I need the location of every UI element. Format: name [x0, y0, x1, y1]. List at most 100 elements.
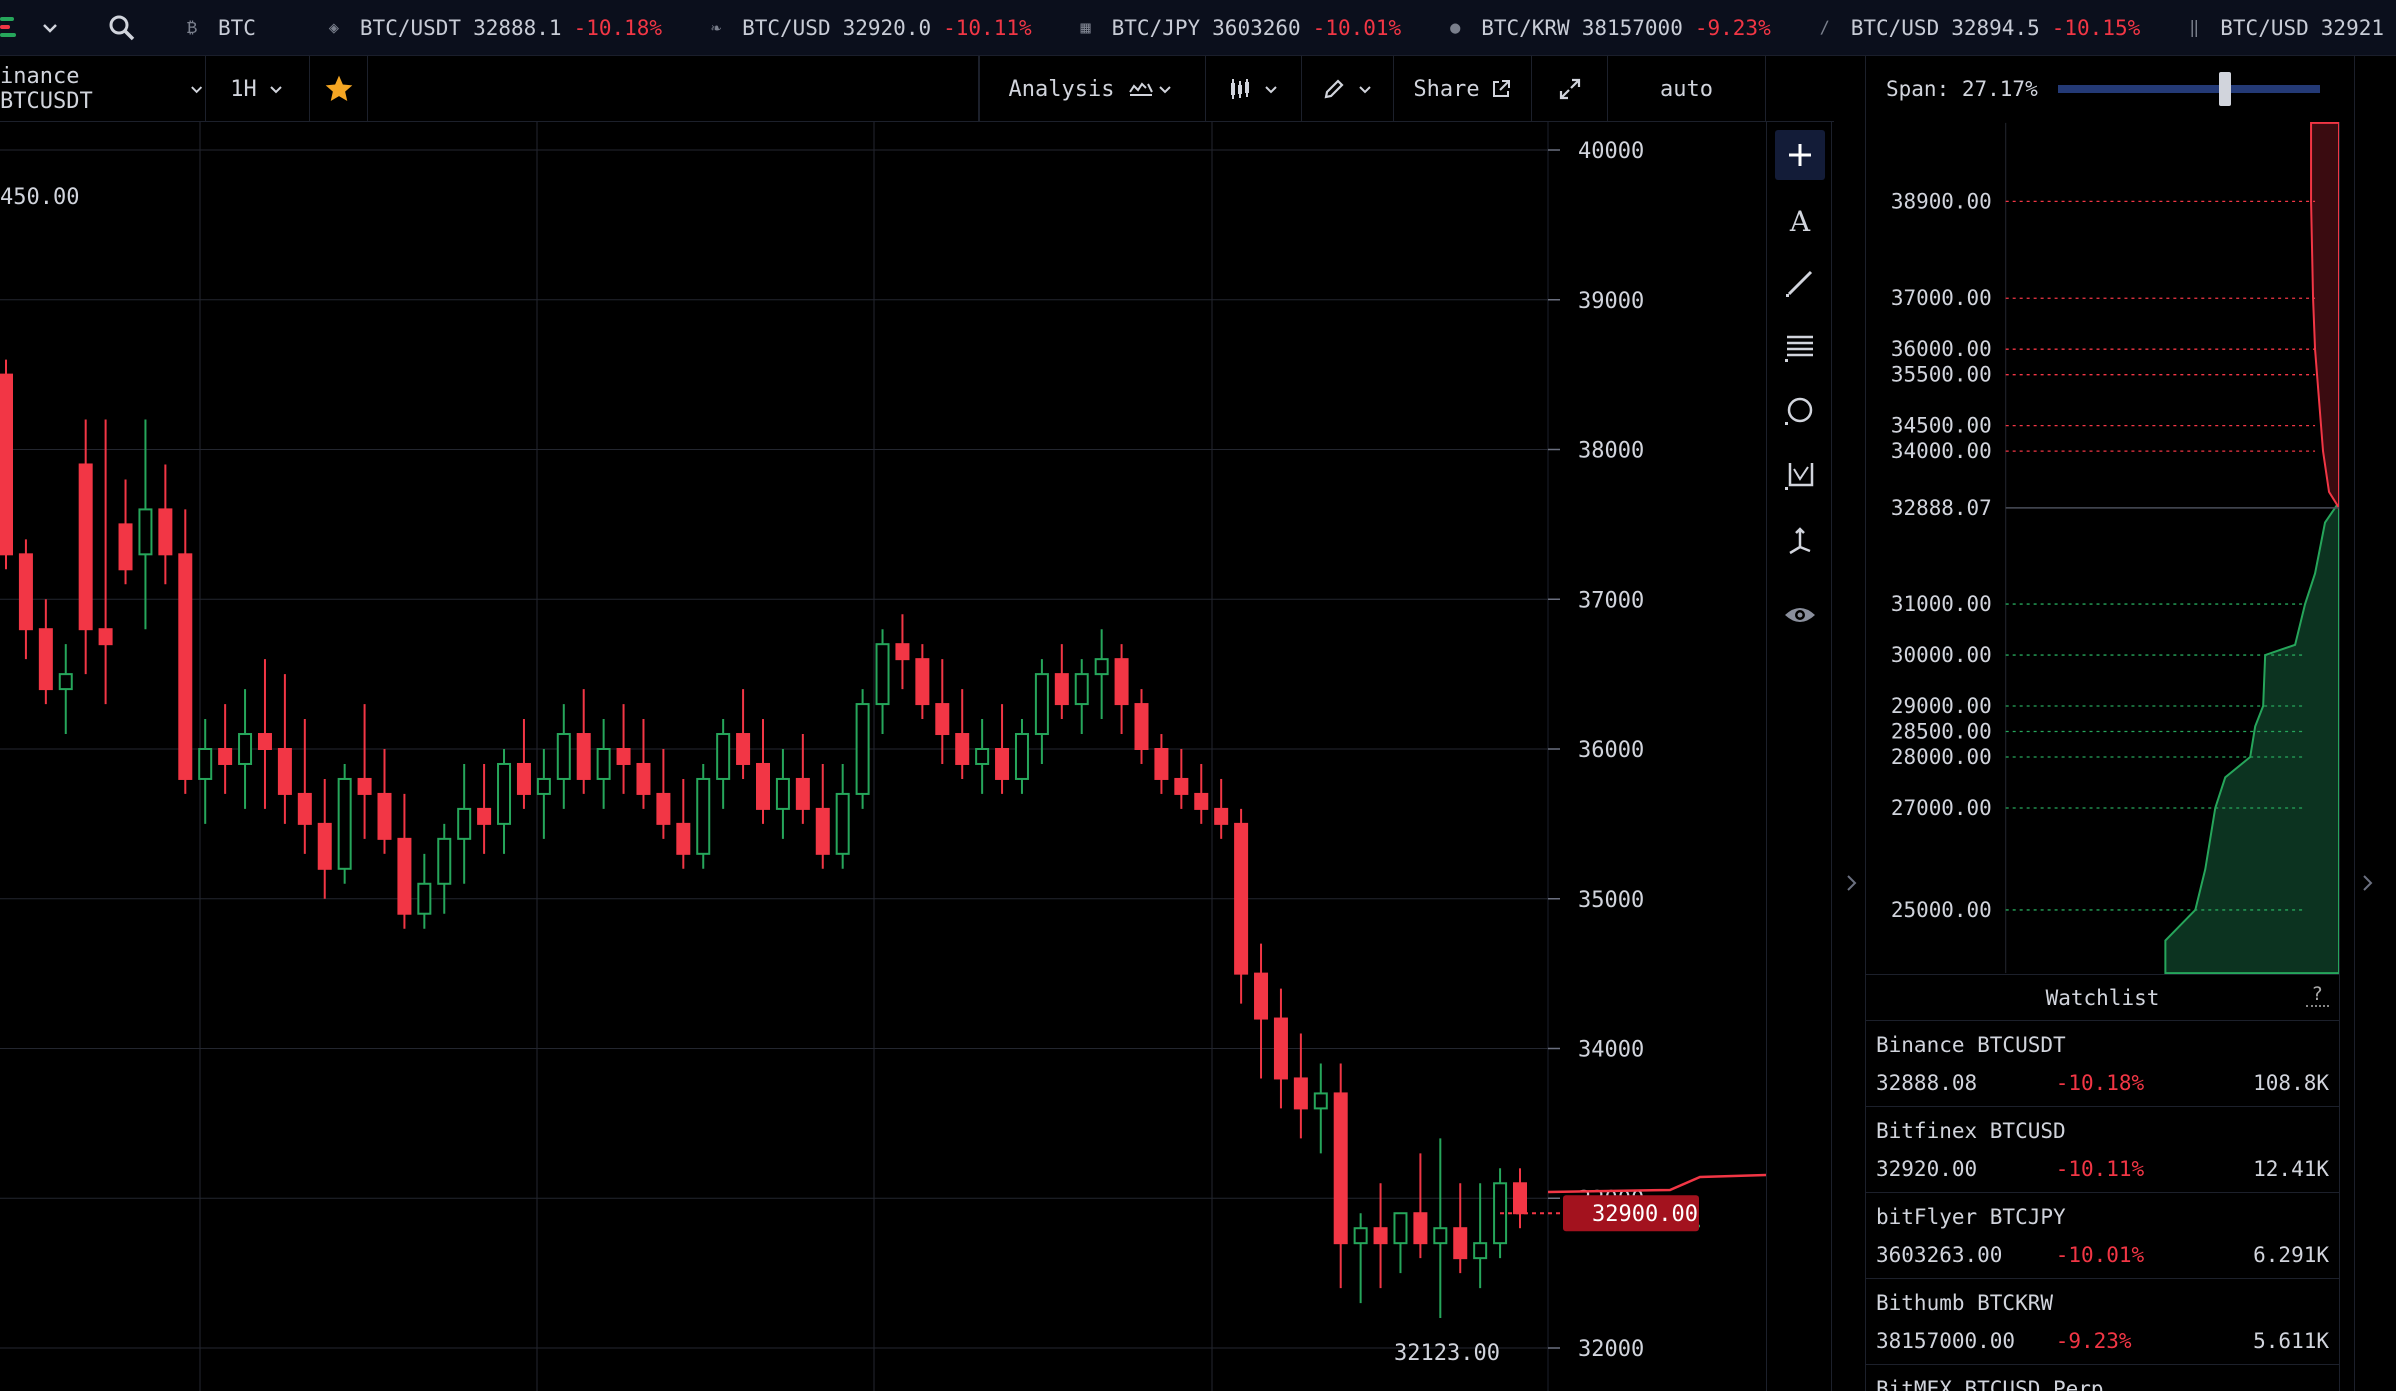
candle — [138, 419, 153, 630]
chart-type-button[interactable] — [1206, 56, 1302, 122]
fib-levels-tool[interactable] — [1775, 322, 1825, 372]
watchlist: Watchlist ? Binance BTCUSDT 32888.08 -10… — [1866, 974, 2340, 1391]
indicators-icon — [1129, 82, 1154, 96]
bitmex-icon: ∕ — [1819, 17, 1830, 38]
chevron-down-icon — [1358, 86, 1371, 94]
star-icon — [325, 75, 352, 101]
ticker-item[interactable]: ∕ BTC/USD 32894.5 -10.15% — [1815, 16, 2141, 40]
share-button[interactable]: Share — [1394, 56, 1532, 122]
watchlist-row[interactable]: bitFlyer BTCJPY 3603263.00 -10.01% 6.291… — [1866, 1193, 2339, 1279]
watchlist-row[interactable]: BitMEX BTCUSD Perp — [1866, 1365, 2339, 1391]
watchlist-market: Bithumb BTCKRW — [1876, 1291, 2054, 1315]
market-selector[interactable]: inance BTCUSDT — [0, 56, 206, 122]
candle-body — [1054, 673, 1069, 706]
watchlist-change: -10.11% — [2055, 1157, 2145, 1181]
y-tick-label: 40000 — [1578, 139, 1644, 164]
candle — [775, 749, 790, 839]
visibility-toggle[interactable] — [1775, 590, 1825, 640]
collapse-chevron-icon[interactable] — [1842, 868, 1862, 898]
search-icon[interactable] — [106, 12, 138, 44]
candle-body — [297, 792, 312, 825]
low-price-label: 32123.00 — [1394, 1341, 1500, 1366]
move-arrows-icon — [1789, 527, 1811, 555]
interval-selector[interactable]: 1H — [206, 56, 310, 122]
candle-body — [1194, 792, 1209, 810]
candle-body — [975, 748, 990, 765]
candle — [1373, 1183, 1388, 1289]
watchlist-row[interactable]: Binance BTCUSDT 32888.08 -10.18% 108.8K — [1866, 1021, 2339, 1107]
menu-chevron-down-icon[interactable] — [38, 16, 62, 40]
candle — [477, 763, 492, 854]
candle — [1114, 644, 1129, 735]
candle-body — [995, 748, 1010, 780]
drawing-tools-button[interactable] — [1302, 56, 1394, 122]
candle — [0, 359, 13, 570]
external-link-icon — [1492, 80, 1510, 97]
ticker-symbol: BTC/USDT — [359, 15, 462, 40]
app-logo-icon[interactable] — [0, 13, 16, 43]
expand-icon — [1559, 78, 1580, 100]
price-chart[interactable]: 4000039000380003700036000350003400033000… — [0, 122, 1766, 1391]
chart-toolbar: inance BTCUSDT 1H Analysis Share auto — [0, 56, 1834, 122]
watchlist-row[interactable]: Bithumb BTCKRW 38157000.00 -9.23% 5.611K — [1866, 1279, 2339, 1365]
watchlist-row[interactable]: Bitfinex BTCUSD 32920.00 -10.11% 12.41K — [1866, 1107, 2339, 1193]
ticker-symbol: BTC/KRW — [1481, 15, 1570, 40]
text-tool[interactable]: A — [1775, 196, 1825, 246]
candle-body — [18, 553, 33, 631]
ticker-item[interactable]: ▦ BTC/JPY 3603260 -10.01% — [1076, 16, 1402, 40]
candle — [1234, 808, 1249, 1004]
candle-body — [58, 673, 73, 691]
share-label: Share — [1413, 76, 1480, 102]
watchlist-header: Watchlist ? — [1866, 975, 2339, 1021]
expand-chevron-icon[interactable] — [2358, 868, 2378, 898]
span-slider-thumb[interactable] — [2219, 72, 2232, 106]
move-tool[interactable] — [1775, 516, 1825, 566]
watchlist-market: bitFlyer BTCJPY — [1876, 1205, 2066, 1229]
candle-body — [377, 792, 392, 840]
candle — [795, 734, 810, 824]
ask-level-label: 38900.00 — [1891, 189, 1992, 213]
crosshair-tool[interactable] — [1775, 130, 1825, 180]
analysis-button[interactable]: Analysis — [978, 56, 1206, 122]
candle-body — [1373, 1227, 1388, 1245]
candle-body — [696, 777, 711, 855]
ticker-item[interactable]: ● BTC/KRW 38157000 -9.23% — [1445, 16, 1771, 40]
candle — [1353, 1213, 1368, 1304]
trend-line-tool[interactable] — [1775, 258, 1825, 308]
candle-body — [795, 777, 810, 810]
favorite-button[interactable] — [310, 56, 368, 122]
candle-body — [138, 508, 153, 556]
ask-level-label: 34000.00 — [1891, 439, 1992, 463]
candle — [1273, 988, 1288, 1109]
scale-mode-button[interactable]: auto — [1608, 56, 1766, 122]
candle-body — [1433, 1227, 1448, 1245]
span-label: Span: 27.17% — [1886, 77, 2038, 101]
current-price-badge — [1563, 1195, 1699, 1232]
ticker-item[interactable]: ❧ BTC/USD 32920.0 -10.11% — [706, 16, 1032, 40]
candle-body — [1214, 807, 1229, 825]
fullscreen-button[interactable] — [1532, 56, 1608, 122]
candle — [875, 629, 890, 735]
candle — [1413, 1153, 1428, 1259]
candle — [995, 704, 1010, 794]
scale-mode-label: auto — [1660, 76, 1713, 102]
candle — [437, 823, 452, 914]
bithumb-icon: ● — [1450, 17, 1461, 38]
help-button[interactable]: ? — [2305, 983, 2329, 1007]
ticker-item[interactable]: ‖ BTC/USD 32921 — [2184, 16, 2396, 40]
watchlist-title: Watchlist — [2045, 985, 2160, 1010]
ticker-item[interactable]: ◈ BTC/USDT 32888.1 -10.18% — [324, 16, 662, 40]
watchlist-price: 32888.08 — [1876, 1071, 1978, 1095]
watchlist-change: -10.18% — [2055, 1071, 2145, 1095]
ticker-item[interactable]: ₿ BTC — [182, 16, 280, 40]
candle — [357, 704, 372, 839]
candle — [257, 659, 272, 809]
ellipse-tool[interactable] — [1775, 386, 1825, 436]
candle — [238, 689, 253, 809]
watchlist-price: 3603263.00 — [1876, 1243, 2003, 1267]
candle-body — [855, 703, 870, 795]
span-slider[interactable] — [2057, 72, 2320, 106]
measure-tool[interactable] — [1775, 450, 1825, 500]
watchlist-price: 32920.00 — [1876, 1157, 1978, 1181]
